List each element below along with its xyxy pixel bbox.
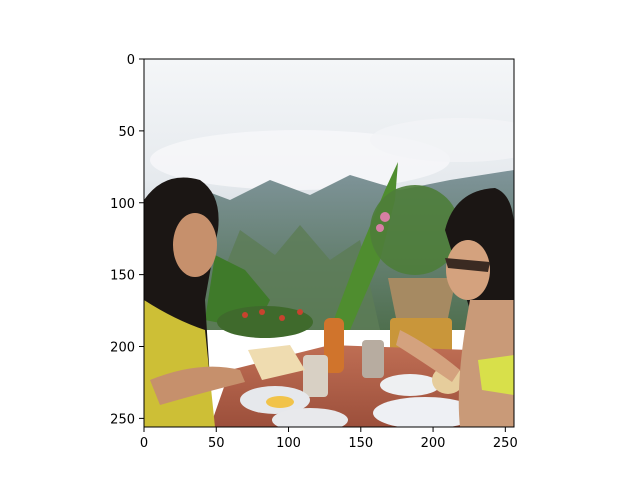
plate xyxy=(373,397,477,427)
axes-frame xyxy=(143,58,515,428)
woman-right-arm xyxy=(396,330,460,382)
y-tick-label: 250 xyxy=(110,412,135,427)
flower-pot xyxy=(388,278,456,318)
red-flowers xyxy=(259,309,265,315)
woman-right-top xyxy=(478,355,514,395)
orange-bottle xyxy=(324,318,344,373)
cloud xyxy=(370,118,514,162)
x-tick-label: 150 xyxy=(348,436,373,451)
x-tick-label: 50 xyxy=(208,436,225,451)
woman-left-face xyxy=(173,213,217,277)
bread xyxy=(248,345,305,380)
x-tick-label: 100 xyxy=(276,436,301,451)
photo xyxy=(144,59,514,427)
red-flowers xyxy=(242,312,248,318)
x-axis: 0 50 100 150 200 250 xyxy=(140,427,518,451)
egg xyxy=(266,396,294,408)
y-tick-label: 150 xyxy=(110,269,135,284)
y-tick-label: 200 xyxy=(110,341,135,356)
y-tick-label: 50 xyxy=(118,125,135,140)
red-flowers xyxy=(297,309,303,315)
y-axis: 0 50 100 150 200 250 xyxy=(110,53,144,427)
y-tick-label: 0 xyxy=(127,53,135,68)
x-tick-label: 0 xyxy=(140,436,148,451)
plate xyxy=(380,374,440,396)
woman-left-arm xyxy=(150,366,245,405)
cup xyxy=(303,355,328,397)
sunglasses xyxy=(445,258,490,272)
pink-flowers xyxy=(380,212,390,222)
y-tick-label: 100 xyxy=(110,197,135,212)
x-tick-label: 200 xyxy=(421,436,446,451)
x-tick-label: 250 xyxy=(493,436,518,451)
red-flowers xyxy=(279,315,285,321)
plant-foliage xyxy=(370,185,460,275)
mug xyxy=(362,340,384,378)
pink-flowers xyxy=(376,224,384,232)
plate xyxy=(272,408,348,427)
flower-bush xyxy=(217,306,313,338)
